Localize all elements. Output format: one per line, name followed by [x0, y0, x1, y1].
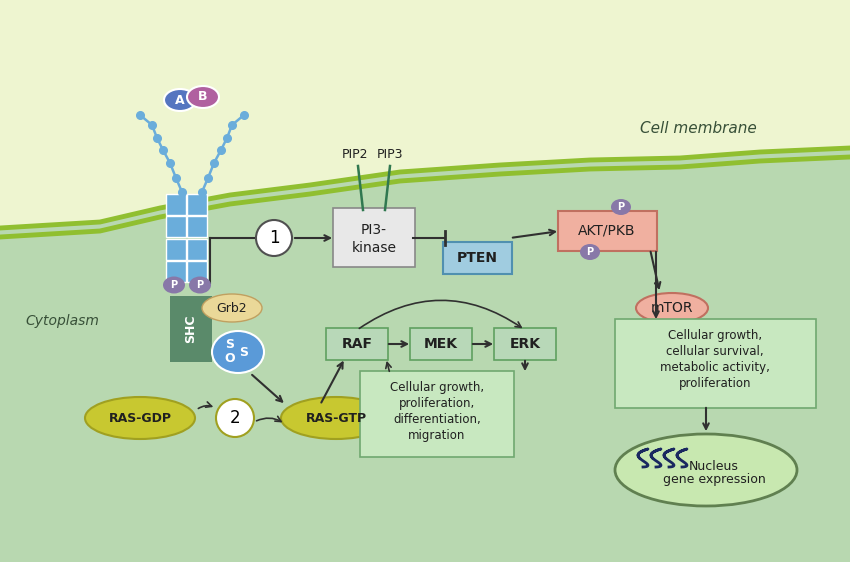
Text: differentiation,: differentiation,: [393, 414, 481, 427]
Text: PIP3: PIP3: [377, 148, 403, 161]
FancyBboxPatch shape: [333, 208, 415, 267]
Text: gene expression: gene expression: [663, 474, 765, 487]
Text: P: P: [617, 202, 625, 212]
Text: ERK: ERK: [509, 337, 541, 351]
Text: Nucleus: Nucleus: [689, 460, 739, 473]
Text: proliferation: proliferation: [679, 378, 751, 391]
Ellipse shape: [212, 331, 264, 373]
Text: Cytoplasm: Cytoplasm: [25, 314, 99, 328]
Text: Cellular growth,: Cellular growth,: [668, 329, 762, 342]
Text: proliferation,: proliferation,: [399, 397, 475, 410]
Text: A: A: [175, 93, 184, 107]
Text: RAF: RAF: [342, 337, 372, 351]
Text: metabolic activity,: metabolic activity,: [660, 361, 770, 374]
FancyBboxPatch shape: [410, 328, 472, 360]
Ellipse shape: [163, 277, 185, 293]
Ellipse shape: [189, 277, 211, 293]
Text: PI3-: PI3-: [361, 223, 387, 237]
Circle shape: [256, 220, 292, 256]
Text: RAS-GTP: RAS-GTP: [305, 411, 366, 424]
FancyBboxPatch shape: [166, 216, 186, 237]
Text: P: P: [586, 247, 593, 257]
FancyBboxPatch shape: [360, 371, 514, 457]
Text: P: P: [196, 280, 203, 290]
Text: MEK: MEK: [424, 337, 458, 351]
Text: kinase: kinase: [352, 241, 396, 255]
Text: SHC: SHC: [184, 315, 197, 343]
FancyBboxPatch shape: [494, 328, 556, 360]
Text: PIP2: PIP2: [342, 148, 368, 161]
Text: Cellular growth,: Cellular growth,: [390, 382, 484, 395]
Polygon shape: [0, 148, 850, 562]
Text: B: B: [198, 90, 207, 103]
Text: PTEN: PTEN: [456, 251, 497, 265]
Ellipse shape: [164, 89, 196, 111]
Text: 2: 2: [230, 409, 241, 427]
FancyBboxPatch shape: [187, 261, 207, 282]
FancyBboxPatch shape: [187, 194, 207, 215]
Circle shape: [216, 399, 254, 437]
FancyBboxPatch shape: [166, 261, 186, 282]
Text: S: S: [240, 346, 248, 359]
Text: mTOR: mTOR: [651, 301, 694, 315]
FancyBboxPatch shape: [443, 242, 512, 274]
Text: P: P: [171, 280, 178, 290]
Text: RAS-GDP: RAS-GDP: [109, 411, 172, 424]
FancyBboxPatch shape: [326, 328, 388, 360]
Ellipse shape: [187, 86, 219, 108]
Text: S: S: [225, 338, 235, 351]
Ellipse shape: [615, 434, 797, 506]
Ellipse shape: [281, 397, 391, 439]
Ellipse shape: [202, 294, 262, 322]
FancyBboxPatch shape: [187, 239, 207, 260]
Text: O: O: [224, 351, 235, 365]
Text: Grb2: Grb2: [217, 301, 247, 315]
Text: migration: migration: [408, 429, 466, 442]
FancyBboxPatch shape: [615, 319, 816, 408]
Ellipse shape: [580, 244, 600, 260]
FancyBboxPatch shape: [187, 216, 207, 237]
FancyBboxPatch shape: [166, 194, 186, 215]
Text: 1: 1: [269, 229, 280, 247]
Ellipse shape: [611, 199, 631, 215]
FancyBboxPatch shape: [166, 239, 186, 260]
Text: Cell membrane: Cell membrane: [640, 121, 756, 136]
FancyBboxPatch shape: [558, 211, 657, 251]
Text: cellular survival,: cellular survival,: [666, 346, 764, 359]
Ellipse shape: [636, 293, 708, 323]
Text: AKT/PKB: AKT/PKB: [578, 224, 636, 238]
FancyBboxPatch shape: [170, 296, 212, 362]
Ellipse shape: [85, 397, 195, 439]
